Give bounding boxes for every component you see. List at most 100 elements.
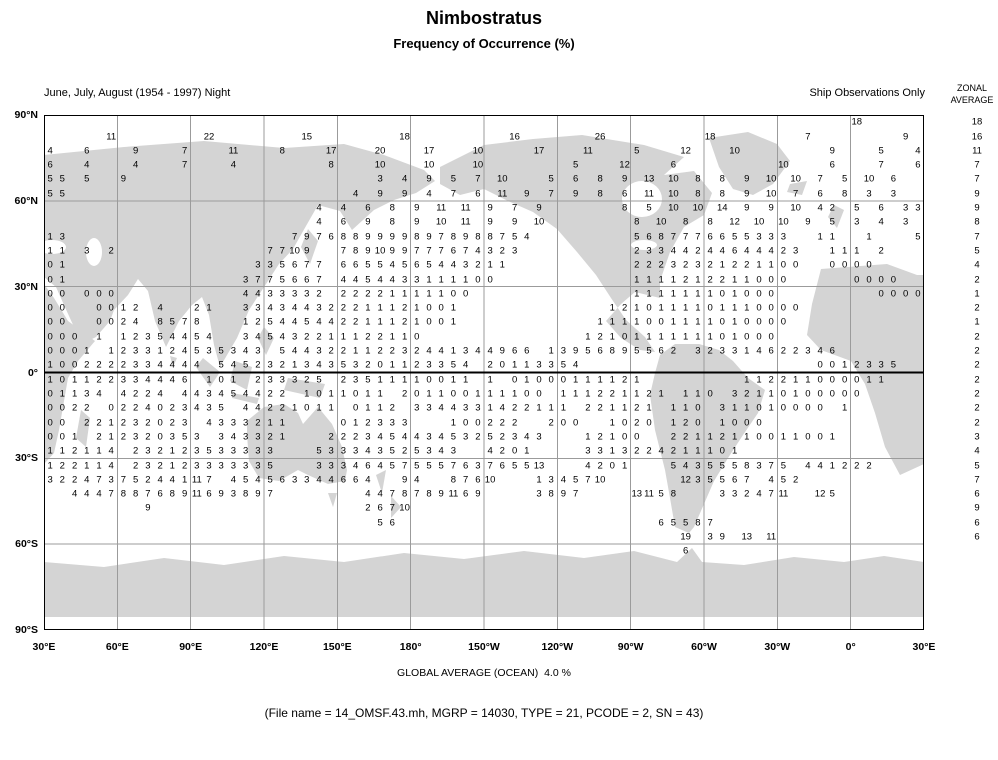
map-value: 2 [719,273,725,285]
map-value: 9 [401,245,408,257]
map-value: 1 [609,316,615,328]
map-value: 3 [145,345,151,357]
map-value: 2 [108,359,114,371]
map-value: 3 [243,302,249,314]
map-value: 3 [353,359,359,371]
map-value: 0 [59,316,65,328]
map-value: 0 [817,402,823,414]
map-value: 1 [267,416,273,428]
map-value: 2 [389,345,395,357]
map-value: 1 [634,388,640,400]
map-value: 0 [866,259,872,271]
landmass-new-zealand-south [391,496,401,518]
map-value: 7 [878,159,884,171]
map-value: 8 [353,230,359,242]
map-value: 1 [401,330,408,342]
map-value: 3 [621,445,628,457]
lon-tick-label: 30°E [32,641,56,653]
lon-tick-label: 0° [845,641,856,653]
black-sea [44,240,66,254]
map-value: 6 [377,502,383,514]
map-value: 4 [353,187,359,199]
map-value: 0 [96,316,102,328]
lon-tick-label: 90°W [617,641,644,653]
map-value: 10 [472,159,484,171]
map-value: 3 [304,359,310,371]
zonal-header-line2: AVERAGE [950,94,994,105]
map-value: 7 [414,488,420,500]
map-value: 0 [47,259,53,271]
map-value: 1 [47,230,53,242]
map-value: 5 [377,259,383,271]
map-value: 4 [573,359,579,371]
map-value: 4 [145,373,151,385]
map-value: 1 [389,330,395,342]
map-value: 4 [157,474,163,486]
landmass-tasmania [328,493,337,507]
global-average-label: GLOBAL AVERAGE (OCEAN) 4.0 % [397,667,571,679]
map-value: 1 [230,373,237,385]
map-value: 8 [487,230,493,242]
map-value: 1 [511,359,518,371]
map-value: 10 [374,245,386,257]
map-value: 9 [389,230,395,242]
map-value: 2 [719,431,725,443]
map-value: 5 [744,230,750,242]
map-value: 2 [71,474,78,486]
map-value: 18 [704,130,716,142]
map-value: 5 [133,474,139,486]
map-value: 6 [915,159,921,171]
map-value: 9 [621,345,628,357]
map-value: 1 [487,373,493,385]
map-value: 2 [340,288,347,300]
map-value: 1 [365,402,371,414]
map-value: 4 [157,302,163,314]
map-value: 2 [145,431,151,443]
map-value: 5 [915,230,921,242]
map-value: 7 [267,245,273,257]
map-value: 1 [47,373,53,385]
map-value: 2 [169,416,175,428]
map-value: 0 [475,416,481,428]
map-value: 5 [707,474,713,486]
page-title: Nimbostratus [425,8,542,28]
map-value: 0 [768,330,774,342]
map-value: 1 [47,359,53,371]
map-value: 1 [524,373,530,385]
map-value: 8 [548,488,554,500]
map-value: 2 [145,416,151,428]
map-value: 3 [353,445,359,457]
map-value: 2 [670,445,677,457]
map-value: 1 [426,273,432,285]
map-value: 8 [670,488,677,500]
map-value: 1 [450,302,457,314]
map-value: 2 [487,416,493,428]
map-value: 1 [731,288,738,300]
map-values-layer: 18 11 22 15 18 16 26 18 7 9 4 6 9 7 11 8 17 20 17 10 17 11 5 12… [44,115,924,630]
map-value: 4 [499,402,505,414]
map-value: 12 [729,216,740,228]
map-value: 0 [646,416,652,428]
map-value: 2 [169,345,175,357]
map-value: 2 [181,445,188,457]
map-value: 3 [731,345,738,357]
map-value: 5 [511,230,518,242]
map-value: 2 [597,431,603,443]
map-value: 5 [890,359,897,371]
map-value: 8 [719,187,725,199]
source-label: Ship Observations Only [809,87,925,99]
map-value: 2 [377,330,383,342]
map-value: 2 [59,474,65,486]
map-value: 9 [218,488,224,500]
map-value: 1 [731,316,738,328]
map-value: 2 [353,431,359,443]
map-value: 3 [707,531,713,543]
map-value: 0 [768,302,774,314]
map-value: 1 [817,230,823,242]
map-value: 2 [328,345,334,357]
map-value: 0 [646,316,652,328]
map-value: 4 [96,388,102,400]
map-value: 0 [59,359,65,371]
map-value: 3 [401,416,408,428]
map-value: 10 [289,245,300,257]
